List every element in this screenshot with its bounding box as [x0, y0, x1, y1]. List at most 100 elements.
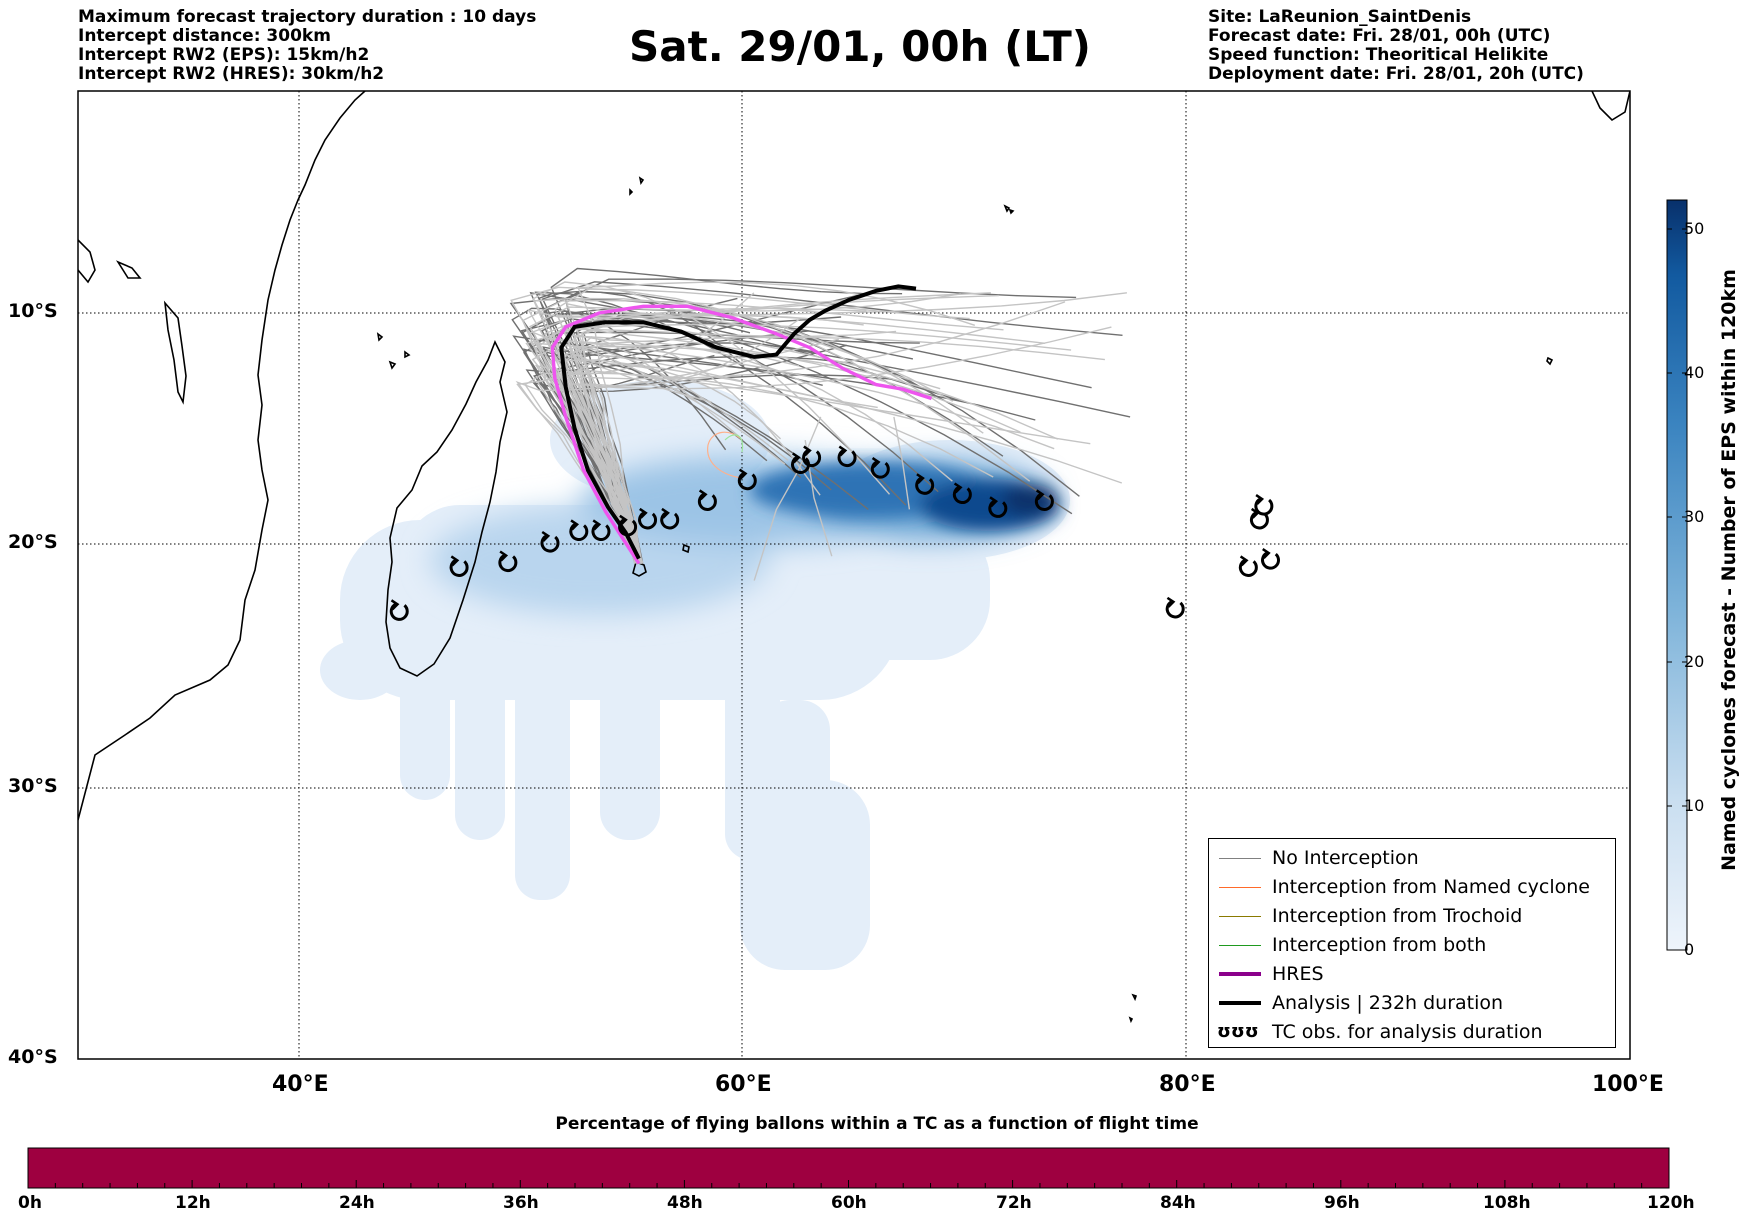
info-left-line: Intercept RW2 (EPS): 15km/h2: [78, 45, 370, 65]
ensemble-track: [534, 364, 994, 564]
time-colorbar-ticks: [27, 1180, 1670, 1188]
info-right-line: Site: LaReunion_SaintDenis: [1208, 7, 1472, 27]
comoros: [376, 332, 411, 370]
tc-obs-marker: [540, 530, 560, 553]
map-title: Sat. 29/01, 00h (LT): [629, 22, 1091, 71]
tc-observations: [389, 445, 1281, 621]
ensemble-track: [572, 292, 1127, 564]
time-tick: 120h: [1647, 1193, 1695, 1213]
lat-label: 40°S: [8, 1046, 58, 1068]
colorbar-label: Named cyclones forecast - Number of EPS …: [1718, 269, 1740, 871]
legend-item: Interception from Named cyclone: [1209, 875, 1615, 901]
colorbar-tick: 50: [1684, 219, 1705, 238]
time-tick: 12h: [175, 1193, 211, 1213]
tc-obs-marker: [389, 599, 409, 621]
coastlines: [78, 91, 1630, 1024]
ensemble-track: [578, 318, 801, 564]
time-tick: 24h: [339, 1193, 375, 1213]
legend-swatch: [1219, 858, 1261, 859]
small-island: [1003, 204, 1015, 215]
legend-label: HRES: [1272, 963, 1324, 985]
legend-swatch: [1219, 1001, 1261, 1005]
tc-obs-marker: [1254, 493, 1274, 516]
asia-coast: [1591, 91, 1630, 122]
info-right: Site: LaReunion_SaintDenis Forecast date…: [1208, 8, 1584, 84]
ensemble-track: [565, 333, 953, 564]
ensemble-track: [512, 335, 823, 564]
tc-obs-marker: [988, 496, 1008, 518]
legend-item: Interception from both: [1209, 933, 1615, 959]
tc-obs-marker: [802, 445, 822, 468]
tc-obs-marker: [915, 473, 935, 495]
info-left: Maximum forecast trajectory duration : 1…: [78, 8, 536, 84]
tc-obs-marker: [618, 514, 638, 537]
info-left-line: Maximum forecast trajectory duration : 1…: [78, 7, 537, 27]
colorbar-tick: 10: [1684, 796, 1705, 815]
lon-label: 40°E: [272, 1072, 329, 1097]
info-left-line: Intercept RW2 (HRES): 30km/h2: [78, 64, 385, 84]
info-right-line: Speed function: Theoritical Helikite: [1208, 45, 1549, 65]
map-area: [78, 91, 1630, 1059]
reunion-island: [632, 560, 647, 577]
tc-obs-marker: [870, 457, 890, 479]
hres-trajectory: [550, 304, 933, 565]
seychelles: [629, 176, 645, 196]
ensemble-track: [536, 369, 1091, 564]
legend-item: No Interception: [1209, 846, 1615, 872]
africa-coast: [78, 91, 366, 821]
interception-marks: [707, 431, 744, 479]
ensemble-track: [532, 331, 800, 564]
info-right-line: Deployment date: Fri. 28/01, 20h (UTC): [1208, 64, 1584, 84]
ensemble-track: [533, 297, 984, 564]
madagascar-coast: [385, 340, 508, 677]
ensemble-track: [549, 359, 1123, 564]
map-legend: No Interception Interception from Named …: [1208, 838, 1616, 1048]
time-tick: 72h: [996, 1193, 1032, 1213]
lon-label: 80°E: [1159, 1072, 1216, 1097]
eps-colorbar: [1666, 199, 1688, 951]
legend-swatch: [1219, 887, 1261, 888]
legend-label: Interception from Named cyclone: [1272, 876, 1590, 898]
lon-label: 60°E: [715, 1072, 772, 1097]
legend-item: ʊʊʊ TC obs. for analysis duration: [1209, 1020, 1615, 1046]
time-tick: 60h: [831, 1193, 867, 1213]
tc-obs-marker: [791, 452, 811, 474]
lake-coast: [115, 260, 142, 279]
legend-swatch: [1219, 972, 1261, 976]
legend-swatch: [1219, 945, 1261, 946]
mauritius-island: [682, 543, 690, 554]
lat-label: 30°S: [8, 775, 58, 797]
time-tick: 0h: [18, 1193, 42, 1213]
legend-label: Interception from both: [1272, 934, 1487, 956]
tc-obs-marker: [591, 519, 611, 541]
analysis-trajectory: [559, 284, 917, 560]
tc-obs-marker: [569, 519, 589, 541]
ensemble-track: [893, 416, 911, 510]
tc-obs-marker: [449, 555, 469, 577]
ensemble-track: [577, 281, 976, 564]
time-tick: 96h: [1324, 1193, 1360, 1213]
tc-obs-marker: [660, 507, 680, 530]
eps-density-field: [320, 380, 1070, 970]
tc-obs-marker: [1165, 596, 1185, 619]
tc-obs-marker: [1034, 489, 1054, 511]
legend-label: Interception from Trochoid: [1272, 905, 1523, 927]
ensemble-track: [574, 336, 739, 564]
colorbar-tick: 40: [1684, 363, 1705, 382]
legend-label: Analysis | 232h duration: [1272, 992, 1504, 1014]
time-colorbar-title: Percentage of flying ballons within a TC…: [555, 1114, 1199, 1134]
lon-label: 100°E: [1592, 1072, 1664, 1097]
time-tick: 84h: [1160, 1193, 1196, 1213]
info-right-line: Forecast date: Fri. 28/01, 00h (UTC): [1208, 26, 1551, 46]
legend-label: No Interception: [1272, 847, 1419, 869]
legend-label: TC obs. for analysis duration: [1272, 1021, 1543, 1043]
ensemble-track: [753, 416, 822, 581]
ensemble-trajectories: [509, 267, 1131, 581]
time-tick: 36h: [503, 1193, 539, 1213]
tc-obs-marker: [498, 550, 518, 573]
lat-label: 20°S: [8, 531, 58, 553]
colorbar-tick: 30: [1684, 507, 1705, 526]
tc-obs-marker: [837, 445, 857, 468]
tc-obs-marker: [638, 507, 658, 530]
